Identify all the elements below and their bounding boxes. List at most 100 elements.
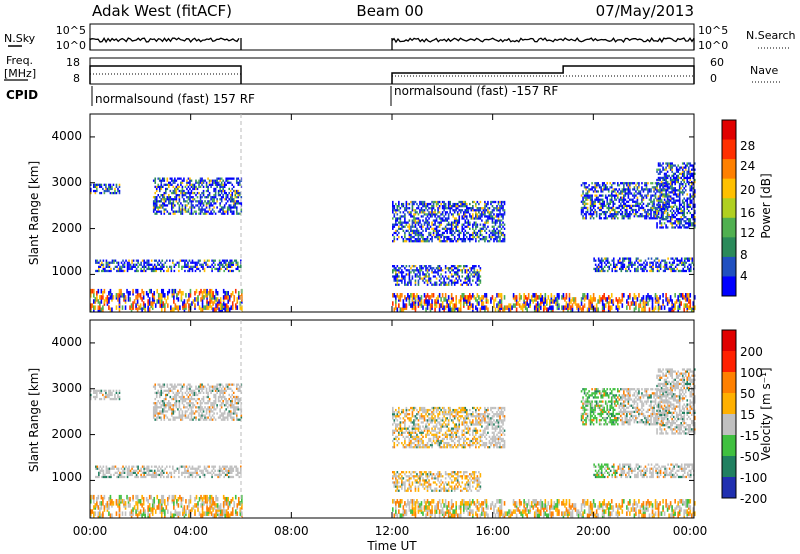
power-echo-cell <box>426 221 429 224</box>
power-echo-cell <box>596 267 598 271</box>
power-echo-cell <box>160 183 163 186</box>
power-echo-cell <box>654 217 657 220</box>
power-echo-cell <box>687 172 690 175</box>
power-echo-cell <box>594 267 597 271</box>
power-echo-cell <box>487 202 489 206</box>
power-echo-cell <box>671 299 673 304</box>
power-echo-cell <box>659 188 661 191</box>
power-echo-cell <box>595 210 598 214</box>
power-echo-cell <box>208 191 211 195</box>
power-echo-cell <box>555 297 557 302</box>
power-echo-cell <box>639 202 642 205</box>
power-echo-cell <box>438 240 441 243</box>
power-echo-cell <box>469 221 471 224</box>
power-echo-cell <box>659 205 661 208</box>
power-echo-cell <box>440 297 442 302</box>
power-echo-cell <box>105 259 108 262</box>
power-echo-cell <box>453 225 456 228</box>
power-echo-cell <box>230 261 233 264</box>
power-echo-cell <box>404 213 406 216</box>
power-echo-cell <box>210 183 212 186</box>
power-echo-cell <box>689 218 692 221</box>
power-echo-cell <box>235 181 238 184</box>
power-echo-cell <box>190 183 193 186</box>
power-echo-cell <box>491 229 494 233</box>
power-echo-cell <box>624 190 627 193</box>
power-echo-cell <box>668 261 671 264</box>
power-echo-cell <box>597 257 600 260</box>
power-echo-cell <box>150 288 152 294</box>
power-echo-cell <box>444 267 447 270</box>
power-echo-cell <box>464 202 467 206</box>
power-echo-cell <box>417 281 420 284</box>
power-echo-cell <box>660 189 663 192</box>
power-echo-cell <box>425 229 427 233</box>
nsky-tick-top: 10^5 <box>56 24 86 37</box>
power-echo-cell <box>629 213 631 216</box>
power-echo-cell <box>666 164 669 167</box>
velocity-echo-cell <box>137 465 139 468</box>
velocity-echo-cell <box>101 467 103 470</box>
power-echo-cell <box>583 213 586 216</box>
freq-panel: Freq. [MHz] 18 8 60 0 Nave <box>4 54 780 85</box>
power-echo-cell <box>680 191 683 194</box>
velocity-echo-cell <box>99 501 101 506</box>
power-echo-cell <box>663 195 666 198</box>
velocity-echo-cell <box>219 509 222 514</box>
power-echo-cell <box>401 279 403 282</box>
power-echo-cell <box>155 185 158 189</box>
velocity-echo-cell <box>150 507 152 512</box>
velocity-echo-cell <box>128 469 130 472</box>
power-echo-cell <box>414 283 417 286</box>
power-echo-cell <box>635 200 637 203</box>
power-echo-cell <box>625 257 627 260</box>
power-echo-cell <box>425 240 427 243</box>
power-echo-cell <box>666 200 669 203</box>
power-echo-cell <box>607 295 610 300</box>
power-echo-cell <box>583 184 586 187</box>
power-echo-cell <box>669 307 672 312</box>
power-echo-cell <box>622 261 624 264</box>
power-echo-cell <box>668 162 670 165</box>
power-echo-cell <box>153 263 156 266</box>
power-echo-cell <box>408 269 411 272</box>
power-echo-cell <box>687 166 690 169</box>
power-echo-cell <box>683 178 686 182</box>
power-echo-cell <box>646 269 648 273</box>
power-echo-cell <box>606 265 609 268</box>
power-echo-cell <box>160 204 163 207</box>
power-echo-cell <box>447 283 450 286</box>
power-echo-cell <box>484 238 486 241</box>
power-echo-cell <box>414 275 417 278</box>
velocity-echo-cell <box>127 496 130 502</box>
power-echo-cell <box>683 197 686 200</box>
power-echo-cell <box>597 259 600 262</box>
power-echo-cell <box>450 207 453 210</box>
power-echo-cell <box>434 235 436 239</box>
power-echo-cell <box>197 301 199 306</box>
power-echo-cell <box>434 221 436 224</box>
power-echo-cell <box>161 202 164 205</box>
power-echo-cell <box>694 205 696 208</box>
power-echo-cell <box>450 293 453 298</box>
power-echo-cell <box>674 226 676 229</box>
power-echo-cell <box>102 290 104 296</box>
power-echo-cell <box>653 200 655 203</box>
power-echo-cell <box>583 200 586 203</box>
power-echo-cell <box>469 238 471 241</box>
power-echo-cell <box>194 263 197 266</box>
power-echo-cell <box>447 215 450 218</box>
power-echo-cell <box>660 184 663 187</box>
power-echo-cell <box>447 267 450 270</box>
velocity-echo-cell <box>142 496 145 502</box>
power-echo-cell <box>669 220 672 223</box>
power-echo-cell <box>408 238 411 241</box>
power-echo-cell <box>514 303 516 308</box>
power-echo-cell <box>607 188 610 191</box>
power-echo-cell <box>135 263 138 266</box>
power-echo-cell <box>414 231 417 235</box>
power-echo-cell <box>642 208 645 212</box>
power-echo-cell <box>201 196 203 199</box>
power-echo-cell <box>195 187 197 191</box>
power-echo-cell <box>604 196 607 199</box>
